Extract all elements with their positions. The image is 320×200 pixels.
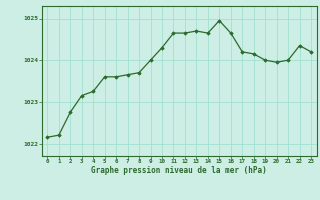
X-axis label: Graphe pression niveau de la mer (hPa): Graphe pression niveau de la mer (hPa) xyxy=(91,166,267,175)
